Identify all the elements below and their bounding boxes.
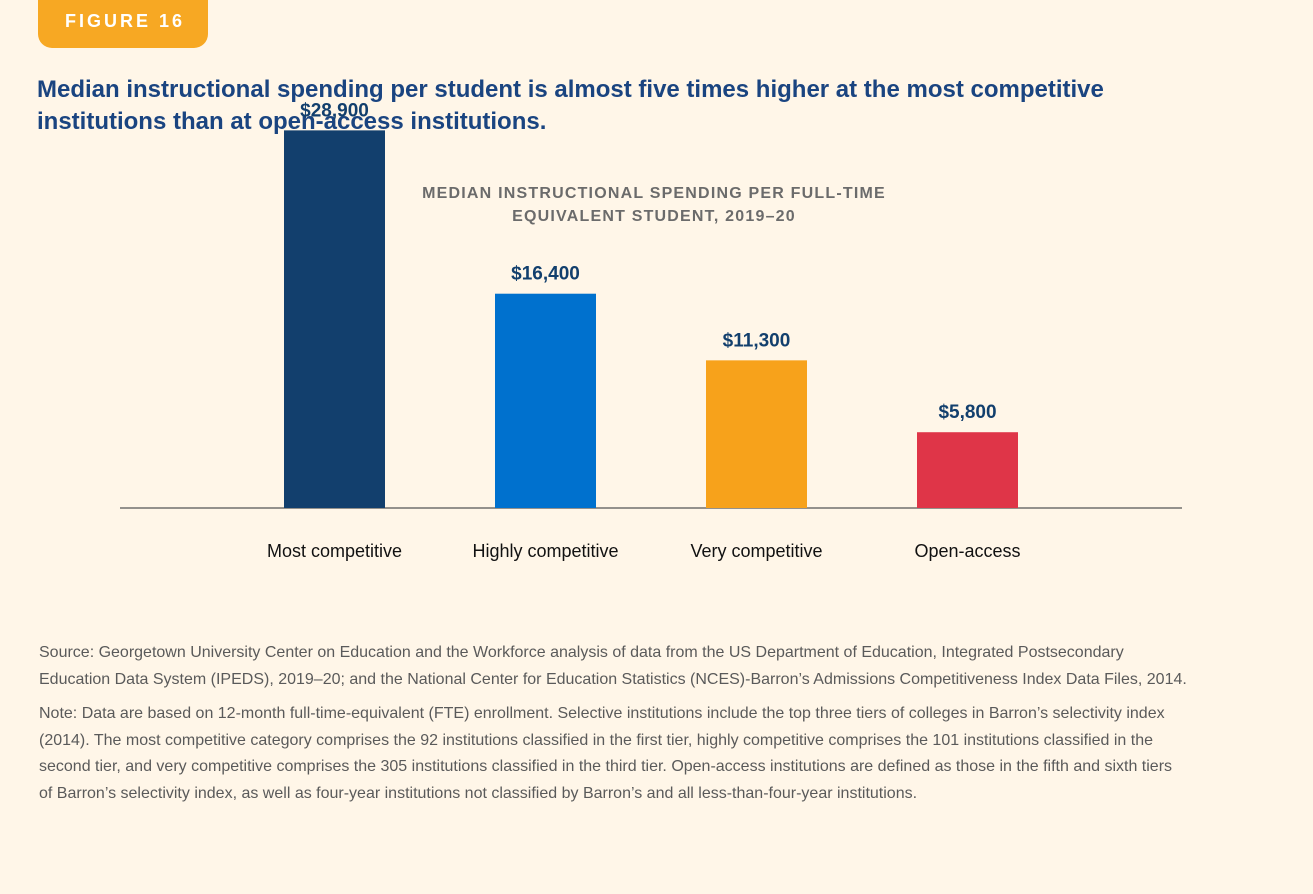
bar-chart: $28,900 Most competitive $16,400 Highly com… — [120, 100, 1182, 561]
bar-0 — [284, 130, 385, 508]
category-label-1: Highly competitive — [472, 541, 618, 561]
figure-headline: Median instructional spending per studen… — [37, 76, 1104, 135]
value-label-1: $16,400 — [511, 264, 580, 285]
figure-notes: Source: Georgetown University Center on … — [39, 640, 1189, 815]
value-label-2: $11,300 — [723, 330, 791, 351]
category-label-3: Open-access — [914, 541, 1020, 561]
value-label-0: $28,900 — [300, 100, 369, 121]
note-text: Note: Data are based on 12-month full-ti… — [39, 705, 1173, 802]
bar-3 — [917, 432, 1018, 508]
chart-title: MEDIAN INSTRUCTIONAL SPENDING PER FULL-T… — [340, 182, 968, 228]
category-label-0: Most competitive — [267, 541, 402, 561]
chart-title-line-1: MEDIAN INSTRUCTIONAL SPENDING PER FULL-T… — [422, 185, 886, 202]
figure-badge: FIGURE 16 — [38, 0, 208, 48]
category-label-2: Very competitive — [690, 541, 822, 561]
value-label-3: $5,800 — [938, 402, 996, 423]
source-text: Source: Georgetown University Center on … — [39, 644, 1187, 688]
chart-title-line-2: EQUIVALENT STUDENT, 2019–20 — [512, 208, 796, 225]
bar-2 — [706, 360, 807, 508]
bar-1 — [495, 293, 596, 508]
